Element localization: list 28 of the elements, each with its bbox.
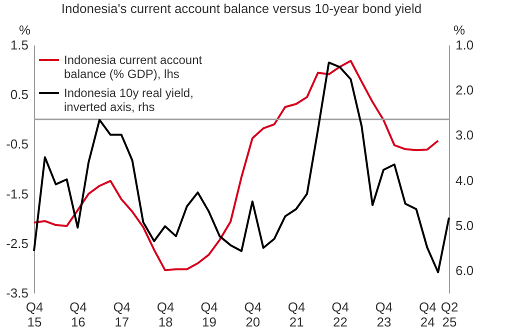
y2-tick-label: 5.0 bbox=[456, 218, 474, 233]
y-tick-label: -1.5 bbox=[6, 186, 28, 202]
x-tick-label: Q4 15 bbox=[26, 300, 44, 330]
x-tick-label: Q4 18 bbox=[156, 300, 174, 330]
y2-tick-label: 6.0 bbox=[456, 262, 474, 278]
x-tick-label: Q4 21 bbox=[288, 300, 306, 330]
x-tick-label: Q4 23 bbox=[375, 300, 393, 330]
legend-label: Indonesia 10y real yield, inverted axis, rhs bbox=[64, 86, 194, 114]
y-tick-label: 1.5 bbox=[10, 38, 28, 52]
x-tick-label: Q4 22 bbox=[332, 300, 349, 330]
y-axis-title: % bbox=[18, 22, 31, 38]
y2-tick-label: 3.0 bbox=[456, 128, 474, 143]
y2-tick-label: 4.0 bbox=[456, 172, 474, 188]
y-tick-label: -3.5 bbox=[6, 286, 28, 300]
y-tick-label: -2.5 bbox=[6, 236, 28, 251]
y2-axis-title: % bbox=[454, 22, 466, 38]
y2-tick-label: 1.0 bbox=[456, 38, 474, 52]
y-tick-label: 0.5 bbox=[10, 87, 28, 102]
x-tick-label: Q2 25 bbox=[440, 300, 458, 330]
x-tick-label: Q4 17 bbox=[113, 300, 131, 330]
x-tick-label: Q4 24 bbox=[418, 300, 436, 330]
y2-tick-label: 2.0 bbox=[456, 82, 474, 98]
x-tick-label: Q4 16 bbox=[70, 300, 87, 330]
legend-label: Indonesia current account balance (% GDP), lhs bbox=[64, 53, 203, 81]
x-tick-label: Q4 20 bbox=[244, 300, 262, 330]
chart-title: Indonesia's current account balance versus 10-year bond yield bbox=[61, 1, 422, 16]
y-tick-label: -0.5 bbox=[6, 136, 28, 152]
x-tick-label: Q4 19 bbox=[200, 300, 218, 330]
